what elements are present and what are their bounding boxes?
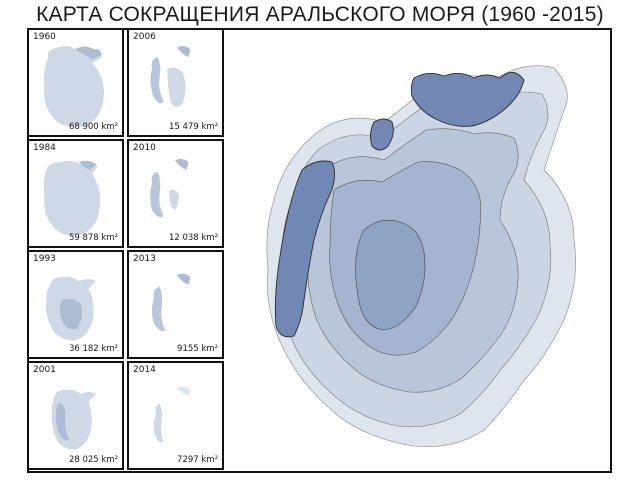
panel-1993: 1993 36 182 km² <box>27 250 124 359</box>
panel-year: 2006 <box>133 32 156 42</box>
panel-2001: 2001 28 025 km² <box>27 361 124 470</box>
sea-outline-2006 <box>150 45 191 107</box>
panel-area: 36 182 km² <box>68 344 118 354</box>
panel-year: 2010 <box>133 143 156 153</box>
sea-outline-1984 <box>43 160 101 236</box>
large-shrinkage-map <box>224 30 610 471</box>
panel-2014: 2014 7297 km² <box>127 361 224 470</box>
panel-area: 7297 km² <box>177 455 218 465</box>
small-maps-grid: 1960 68 900 km² 2006 15 479 km² 1984 59 … <box>27 28 226 473</box>
panel-year: 1960 <box>33 32 56 42</box>
sea-outline-2014 <box>153 386 191 443</box>
sea-outline-2010 <box>150 158 189 218</box>
sea-outline-2001 <box>51 389 97 450</box>
panel-year: 1993 <box>33 254 56 264</box>
contour-map <box>266 65 576 447</box>
sea-outline-1993 <box>45 276 97 341</box>
sea-outline-2013 <box>152 273 191 332</box>
panel-area: 28 025 km² <box>68 455 118 465</box>
panel-area: 59 878 km² <box>68 233 118 243</box>
panel-year: 2013 <box>133 254 156 264</box>
panel-year: 1984 <box>33 143 56 153</box>
panel-1984: 1984 59 878 km² <box>27 139 124 248</box>
panel-1960: 1960 68 900 km² <box>27 28 124 137</box>
panel-2006: 2006 15 479 km² <box>127 28 224 137</box>
panel-area: 9155 km² <box>177 344 218 354</box>
panel-year: 2014 <box>133 365 156 375</box>
panel-2010: 2010 12 038 km² <box>127 139 224 248</box>
sea-outline-1960 <box>43 45 105 127</box>
map-title: КАРТА СОКРАЩЕНИЯ АРАЛЬСКОГО МОРЯ (1960 -… <box>36 3 604 26</box>
panel-area: 12 038 km² <box>168 233 218 243</box>
panel-year: 2001 <box>33 365 56 375</box>
panel-area: 68 900 km² <box>68 122 118 132</box>
panel-area: 15 479 km² <box>168 122 218 132</box>
panel-2013: 2013 9155 km² <box>127 250 224 359</box>
